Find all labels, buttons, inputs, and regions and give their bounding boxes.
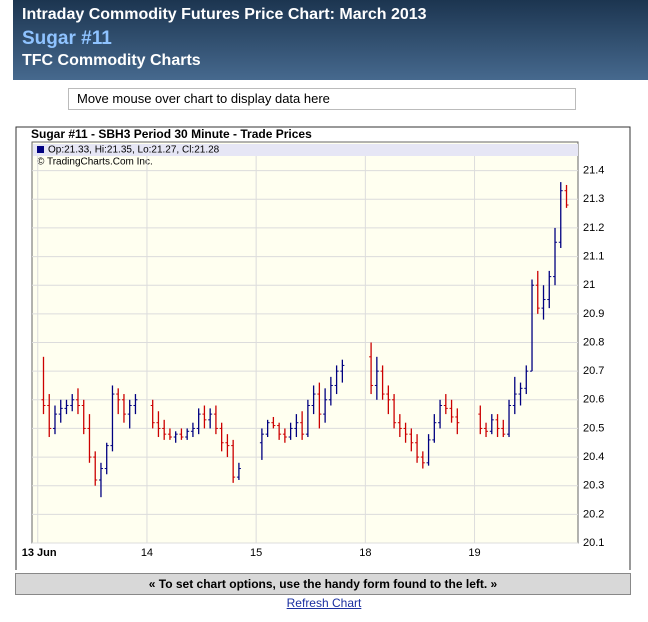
x-tick-label: 19 [468, 547, 480, 559]
y-tick-label: 20.8 [583, 336, 604, 348]
y-tick-label: 20.3 [583, 480, 604, 492]
legend-swatch [37, 146, 44, 153]
copyright: © TradingCharts.Com Inc. [37, 157, 153, 168]
x-tick-label: 15 [250, 547, 262, 559]
site-name: TFC Commodity Charts [22, 52, 201, 69]
y-tick-label: 21.2 [583, 222, 604, 234]
y-tick-label: 21.3 [583, 193, 604, 205]
refresh-link[interactable]: Refresh Chart [286, 596, 362, 610]
legend-values: Op:21.33, Hi:21.35, Lo:21.27, Cl:21.28 [48, 145, 220, 156]
y-tick-label: 20.7 [583, 365, 604, 377]
commodity-name: Sugar #11 [22, 28, 112, 49]
legend-band [33, 144, 578, 156]
chart-title: Sugar #11 - SBH3 Period 30 Minute - Trad… [31, 127, 312, 141]
x-tick-label: 14 [141, 547, 153, 559]
x-tick-label: 18 [359, 547, 371, 559]
y-tick-label: 20.4 [583, 451, 604, 463]
page-title: Intraday Commodity Futures Price Chart: … [22, 6, 427, 23]
options-note: « To set chart options, use the handy fo… [15, 573, 631, 595]
y-tick-label: 21 [583, 279, 595, 291]
data-display: Move mouse over chart to display data he… [68, 88, 576, 110]
header: Intraday Commodity Futures Price Chart: … [13, 0, 648, 80]
y-tick-label: 20.1 [583, 537, 604, 549]
y-tick-label: 20.2 [583, 508, 604, 520]
y-tick-label: 21.4 [583, 165, 604, 177]
y-tick-label: 21.1 [583, 250, 604, 262]
y-tick-label: 20.9 [583, 308, 604, 320]
chart[interactable]: Sugar #11 - SBH3 Period 30 Minute - Trad… [0, 120, 648, 570]
y-tick-label: 20.5 [583, 422, 604, 434]
y-tick-label: 20.6 [583, 394, 604, 406]
x-tick-label: 13 Jun [22, 547, 57, 559]
